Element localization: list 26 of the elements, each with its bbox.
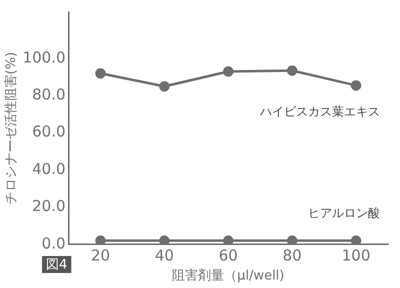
point [286, 235, 298, 244]
y-tick-label: 60.0 [32, 122, 66, 141]
caption: 図4 [46, 257, 68, 272]
point [286, 65, 298, 76]
point [350, 235, 362, 244]
point [95, 235, 106, 244]
point [223, 66, 234, 77]
point [159, 235, 170, 244]
text: ハイビスカス葉エキス [259, 104, 380, 119]
y-axis-title: チロシナーゼ活性阻害(%) [3, 52, 20, 204]
y-tick-label: 40.0 [32, 160, 66, 178]
y-tick-label: 100.0 [22, 48, 66, 66]
point [223, 235, 234, 244]
x-tick-label: 80 [282, 246, 302, 264]
x-tick-label: 100 [342, 246, 370, 264]
point [95, 68, 106, 79]
y-tick-label: 0.0 [42, 234, 66, 252]
x-tick-label: 60 [218, 246, 238, 264]
point [350, 80, 362, 91]
x-tick-label: 40 [154, 246, 174, 264]
x-axis-title: 阻害剤量（µl/well) [172, 268, 284, 284]
series-label: ヒアルロン酸 [308, 206, 380, 220]
x-tick-label: 20 [90, 246, 110, 264]
y-tick-label: 80.0 [32, 86, 66, 104]
y-tick-label: 20.0 [32, 197, 66, 216]
point [159, 81, 170, 92]
